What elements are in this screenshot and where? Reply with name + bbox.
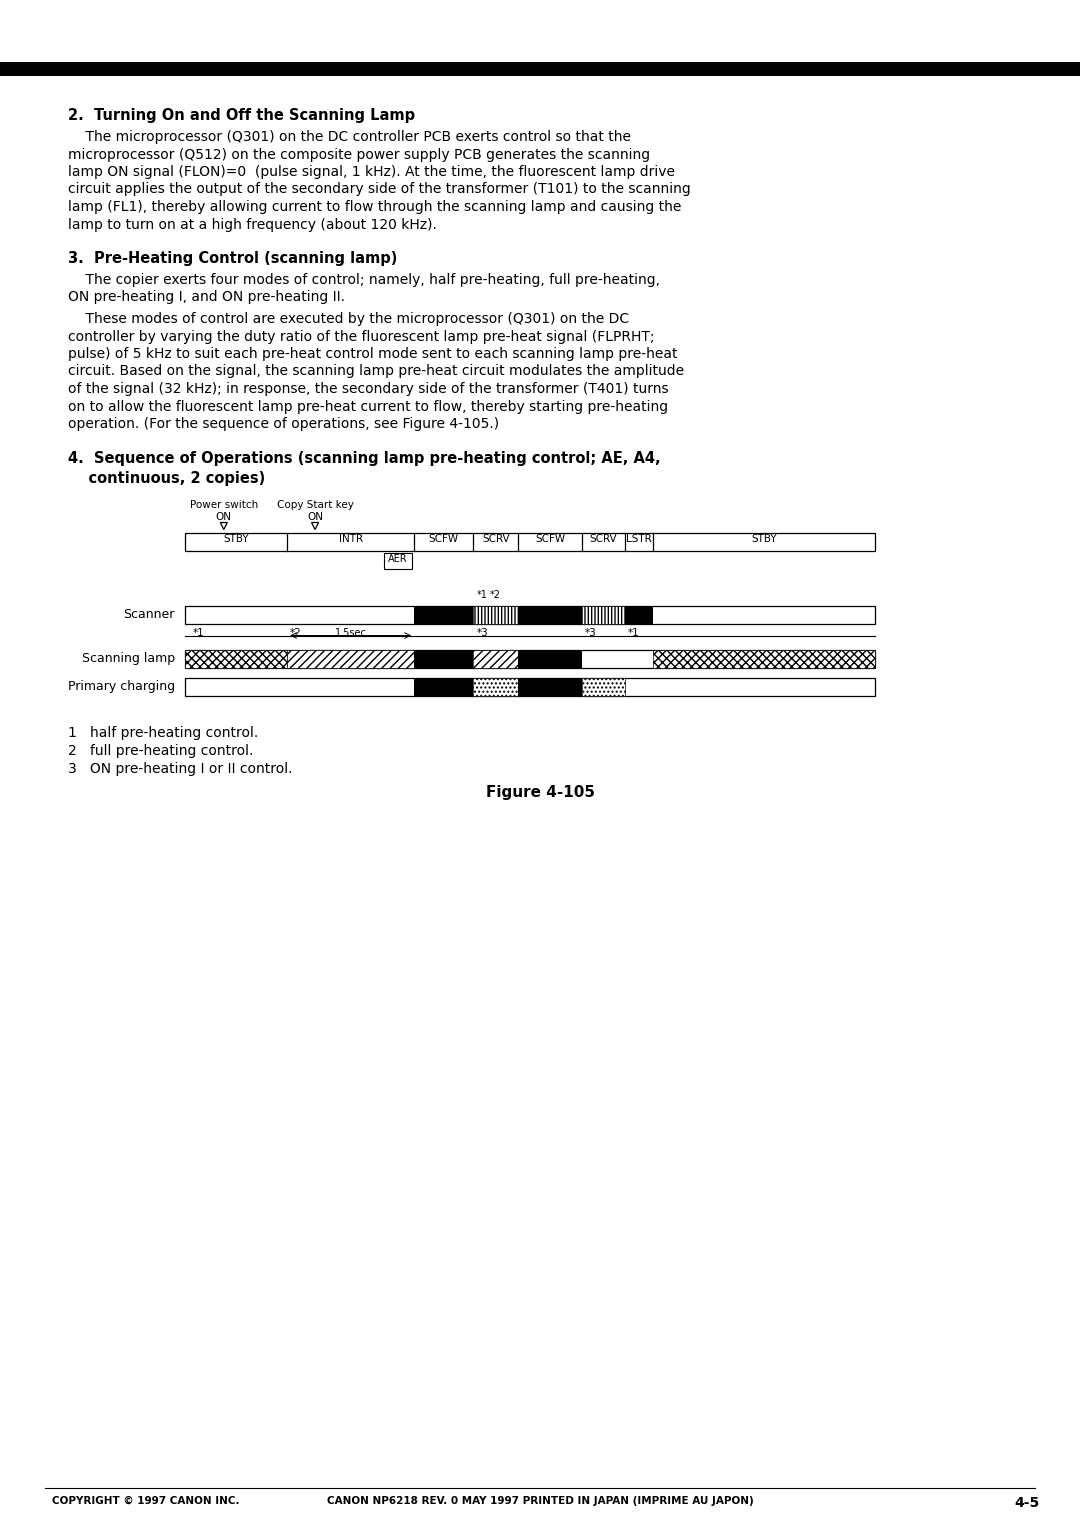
Text: 4-5: 4-5 [1015,1496,1040,1510]
Bar [518,649,582,668]
Text: AER: AER [389,553,408,564]
Text: STBY: STBY [751,535,777,544]
Text: *1: *1 [476,590,487,601]
Bar [185,605,875,623]
Bar [384,553,413,568]
Text: lamp (FL1), thereby allowing current to flow through the scanning lamp and causi: lamp (FL1), thereby allowing current to … [68,200,681,214]
Text: pulse) of 5 kHz to suit each pre-heat control mode sent to each scanning lamp pr: pulse) of 5 kHz to suit each pre-heat co… [68,347,677,361]
Text: 3.  Pre-Heating Control (scanning lamp): 3. Pre-Heating Control (scanning lamp) [68,251,397,266]
Bar [518,677,582,695]
Bar [185,649,287,668]
Text: CANON NP6218 REV. 0 MAY 1997 PRINTED IN JAPAN (IMPRIME AU JAPON): CANON NP6218 REV. 0 MAY 1997 PRINTED IN … [326,1496,754,1507]
Text: controller by varying the duty ratio of the fluorescent lamp pre-heat signal (FL: controller by varying the duty ratio of … [68,330,654,344]
Text: Scanner: Scanner [123,608,175,620]
Bar [473,677,518,695]
Text: 1   half pre-heating control.: 1 half pre-heating control. [68,726,258,740]
Text: Figure 4-105: Figure 4-105 [486,785,594,801]
Text: INTR: INTR [338,535,363,544]
Bar [582,677,624,695]
Bar [185,532,875,550]
Text: microprocessor (Q512) on the composite power supply PCB generates the scanning: microprocessor (Q512) on the composite p… [68,148,650,162]
Text: lamp ON signal (FLON)=0  (pulse signal, 1 kHz). At the time, the fluorescent lam: lamp ON signal (FLON)=0 (pulse signal, 1… [68,165,675,179]
Text: on to allow the fluorescent lamp pre-heat current to flow, thereby starting pre-: on to allow the fluorescent lamp pre-hea… [68,399,669,414]
Bar [0,63,1080,76]
Text: lamp to turn on at a high frequency (about 120 kHz).: lamp to turn on at a high frequency (abo… [68,217,437,232]
Text: 2   full pre-heating control.: 2 full pre-heating control. [68,744,254,758]
Bar [414,605,473,623]
Text: Scanning lamp: Scanning lamp [82,652,175,665]
Text: *2: *2 [291,628,302,637]
Text: ON: ON [216,512,232,521]
Text: COPYRIGHT © 1997 CANON INC.: COPYRIGHT © 1997 CANON INC. [52,1496,240,1507]
Text: 4.  Sequence of Operations (scanning lamp pre-heating control; AE, A4,: 4. Sequence of Operations (scanning lamp… [68,451,661,466]
Text: LSTR: LSTR [625,535,651,544]
Text: *1: *1 [627,628,639,637]
Text: STBY: STBY [224,535,248,544]
Text: circuit applies the output of the secondary side of the transformer (T101) to th: circuit applies the output of the second… [68,182,691,197]
Text: *3: *3 [476,628,488,637]
Text: ON pre-heating I, and ON pre-heating II.: ON pre-heating I, and ON pre-heating II. [68,290,345,304]
Text: of the signal (32 kHz); in response, the secondary side of the transformer (T401: of the signal (32 kHz); in response, the… [68,382,669,396]
Text: The copier exerts four modes of control; namely, half pre-heating, full pre-heat: The copier exerts four modes of control;… [68,274,660,287]
Text: Primary charging: Primary charging [68,680,175,694]
Bar [652,649,875,668]
Text: 1.5sec: 1.5sec [335,628,366,637]
Bar [582,605,624,623]
Text: ON: ON [307,512,323,521]
Bar [185,677,875,695]
Bar [185,649,875,668]
Text: *3: *3 [584,628,596,637]
Bar [473,605,518,623]
Text: The microprocessor (Q301) on the DC controller PCB exerts control so that the: The microprocessor (Q301) on the DC cont… [68,130,631,144]
Bar [473,649,518,668]
Bar [414,649,473,668]
Text: SCRV: SCRV [590,535,617,544]
Text: SCFW: SCFW [429,535,459,544]
Bar [624,605,652,623]
Text: These modes of control are executed by the microprocessor (Q301) on the DC: These modes of control are executed by t… [68,312,630,325]
Text: circuit. Based on the signal, the scanning lamp pre-heat circuit modulates the a: circuit. Based on the signal, the scanni… [68,365,684,379]
Bar [518,605,582,623]
Text: 2.  Turning On and Off the Scanning Lamp: 2. Turning On and Off the Scanning Lamp [68,108,415,122]
Text: operation. (For the sequence of operations, see Figure 4-105.): operation. (For the sequence of operatio… [68,417,499,431]
Text: *2: *2 [489,590,500,601]
Text: continuous, 2 copies): continuous, 2 copies) [68,471,266,486]
Text: *1: *1 [193,628,205,637]
Text: SCFW: SCFW [535,535,565,544]
Text: CHAPTER 4  IMAGE FORMATION SYSTEM: CHAPTER 4 IMAGE FORMATION SYSTEM [810,50,1045,61]
Text: Copy Start key: Copy Start key [276,501,353,510]
Text: SCRV: SCRV [482,535,510,544]
Text: 3   ON pre-heating I or II control.: 3 ON pre-heating I or II control. [68,761,293,776]
Bar [414,677,473,695]
Bar [287,649,414,668]
Text: Power switch: Power switch [190,501,258,510]
